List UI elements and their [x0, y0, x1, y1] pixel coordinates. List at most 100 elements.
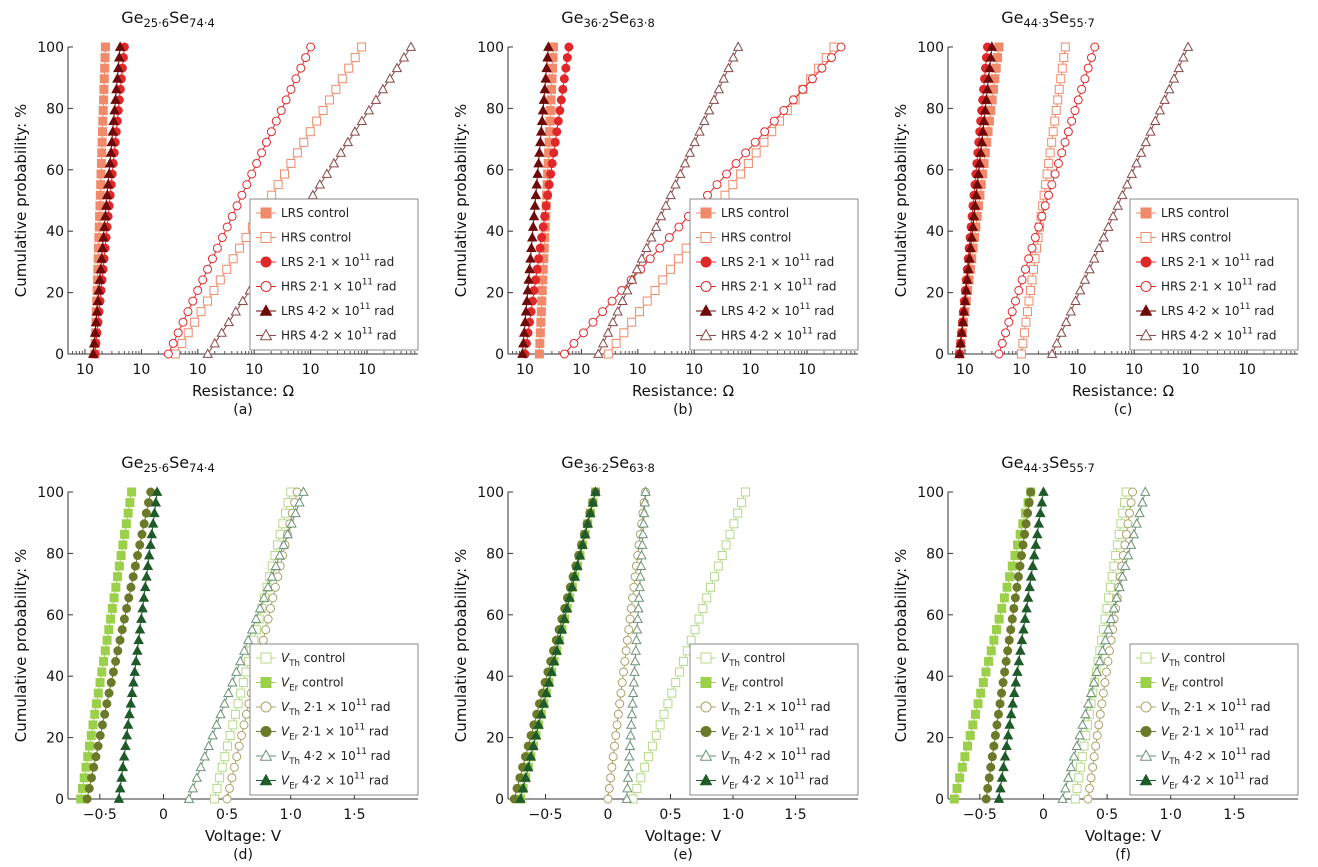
- data-point: [633, 602, 644, 613]
- data-point: [122, 603, 132, 613]
- data-point: [1173, 62, 1184, 73]
- legend-marker: [259, 773, 273, 786]
- y-tick-label: 60: [46, 163, 64, 179]
- data-point: [236, 688, 246, 698]
- data-point: [1038, 486, 1049, 496]
- data-point: [296, 63, 306, 73]
- data-point: [147, 518, 159, 528]
- data-point: [694, 126, 705, 136]
- data-point: [1080, 708, 1091, 719]
- y-tick-label: 20: [486, 286, 504, 302]
- data-point: [531, 178, 542, 189]
- data-point: [88, 337, 100, 348]
- data-point: [728, 51, 739, 62]
- data-point: [556, 95, 566, 105]
- data-point: [972, 178, 983, 189]
- legend-marker: [1140, 652, 1152, 664]
- data-point: [1095, 709, 1105, 719]
- data-point: [1068, 751, 1080, 761]
- data-point: [582, 518, 593, 528]
- data-point: [709, 572, 719, 582]
- x-tick-label: −0·5: [963, 807, 997, 823]
- data-point: [1123, 519, 1133, 529]
- data-point: [1003, 646, 1013, 656]
- data-point: [138, 592, 150, 602]
- y-tick-label: 60: [486, 163, 504, 179]
- data-point: [603, 349, 613, 359]
- data-point: [239, 720, 249, 730]
- data-point: [627, 317, 637, 327]
- panel-label: (f): [1115, 847, 1131, 863]
- legend-entry: VEr 4·2 × 1011 rad: [1161, 772, 1269, 792]
- data-point: [515, 793, 526, 803]
- legend-entry: VEr 2·1 × 1011 rad: [721, 723, 829, 743]
- data-point: [1082, 698, 1094, 708]
- x-axis-label: Resistance: Ω: [1072, 382, 1174, 400]
- data-point: [533, 719, 544, 729]
- data-point: [641, 242, 652, 253]
- data-point: [337, 74, 347, 84]
- legend: LRS control HRS control LRS 2·1 × 1011 rad…: [689, 198, 859, 351]
- data-point: [679, 157, 691, 168]
- data-point: [1001, 328, 1011, 338]
- y-tick-label: 20: [46, 286, 64, 302]
- data-point: [1012, 582, 1022, 592]
- data-point: [635, 560, 647, 571]
- data-point: [611, 338, 621, 348]
- data-point: [636, 253, 647, 263]
- legend-entry: VTh 2·1 × 1011 rad: [281, 698, 391, 718]
- data-point: [632, 783, 642, 793]
- chart-title: Ge36·2Se63·8: [561, 8, 655, 30]
- data-point: [969, 200, 981, 210]
- data-point: [546, 95, 556, 105]
- data-point: [141, 508, 151, 518]
- data-point: [536, 317, 546, 327]
- data-point: [549, 148, 559, 158]
- data-point: [660, 200, 672, 210]
- data-point: [1028, 549, 1040, 560]
- chart-title: Ge44·3Se55·7: [1001, 8, 1095, 30]
- data-point: [982, 83, 993, 94]
- data-point: [622, 284, 633, 295]
- data-point: [1026, 487, 1036, 497]
- data-point: [99, 656, 109, 666]
- data-point: [723, 62, 734, 73]
- data-point: [209, 285, 219, 295]
- data-point: [965, 730, 975, 740]
- data-point: [520, 772, 531, 782]
- y-tick-label: 40: [926, 669, 944, 685]
- data-point: [960, 752, 970, 762]
- data-point: [190, 317, 200, 327]
- data-point: [1024, 296, 1034, 306]
- y-tick-label: 100: [477, 40, 504, 56]
- data-point: [629, 655, 641, 666]
- data-point: [271, 116, 281, 126]
- data-point: [541, 201, 551, 211]
- series-d-4: [183, 486, 309, 803]
- data-point: [545, 116, 555, 126]
- data-point: [543, 676, 555, 687]
- data-point: [235, 243, 245, 253]
- data-point: [655, 243, 665, 253]
- data-point: [203, 264, 213, 274]
- data-point: [558, 84, 568, 94]
- data-point: [607, 296, 617, 306]
- data-point: [533, 157, 544, 168]
- series-b-5: [593, 41, 744, 358]
- data-point: [1120, 560, 1131, 571]
- data-point: [231, 666, 242, 676]
- data-point: [280, 169, 290, 179]
- data-point: [633, 592, 645, 602]
- data-point: [637, 539, 648, 549]
- data-point: [613, 709, 623, 719]
- legend-entry: VEr 4·2 × 1011 rad: [721, 772, 829, 792]
- data-point: [979, 104, 991, 115]
- legend-entry: VTh control: [721, 651, 785, 669]
- series-c-1: [1016, 42, 1070, 359]
- data-point: [1074, 284, 1086, 295]
- data-point: [541, 62, 552, 73]
- data-point: [540, 73, 551, 83]
- data-point: [124, 593, 134, 603]
- data-point: [989, 635, 999, 645]
